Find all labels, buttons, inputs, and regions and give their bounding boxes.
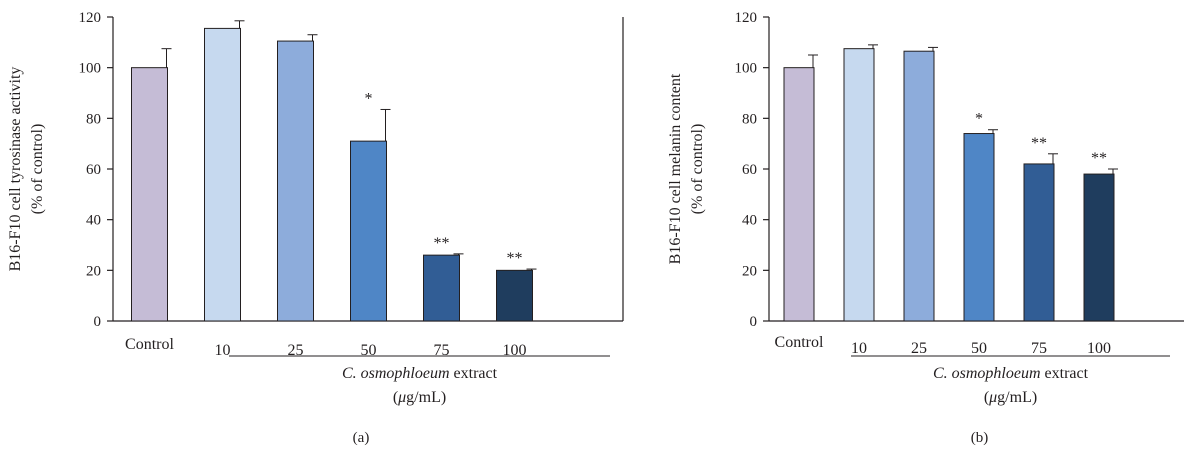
x-axis-unit-mu: μ xyxy=(988,389,997,406)
bar xyxy=(350,140,387,322)
y-tick-label: 60 xyxy=(86,162,101,178)
category-label: 50 xyxy=(971,340,987,357)
x-axis-label-rest: extract xyxy=(1041,365,1089,382)
x-axis-label-species: C. osmophloeum xyxy=(342,365,450,382)
x-axis-unit: (μg/mL) xyxy=(984,389,1037,406)
category-label: 75 xyxy=(1031,340,1047,357)
x-axis-label-rest: extract xyxy=(450,365,498,382)
x-axis-unit-rest: g/mL) xyxy=(997,389,1037,406)
chart-panel-b: 0 20 40 60 80 100 120 B16-F10 cell melanin cont… xyxy=(667,10,1184,446)
category-label: 25 xyxy=(288,342,304,359)
y-tick-label: 40 xyxy=(86,213,101,229)
y-axis-label: B16-F10 cell tyrosinase activity xyxy=(7,67,24,272)
y-tick-label: 80 xyxy=(742,111,757,127)
y-tick-label: 100 xyxy=(79,61,102,77)
y-axis-label-unit: (% of control) xyxy=(29,124,46,215)
x-axis-unit-open: ( xyxy=(393,389,398,406)
significance-mark: ** xyxy=(507,250,523,267)
bar xyxy=(423,254,460,322)
category-label: 100 xyxy=(1087,340,1111,357)
bar xyxy=(204,27,241,322)
category-label: 100 xyxy=(503,342,527,359)
category-label: Control xyxy=(125,336,174,353)
x-axis-unit-open: ( xyxy=(984,389,989,406)
bar xyxy=(1023,163,1055,322)
y-tick-label: 0 xyxy=(750,314,758,330)
significance-mark: ** xyxy=(1091,150,1107,167)
bar xyxy=(783,67,815,322)
y-tick-label: 100 xyxy=(735,61,758,77)
category-label: 50 xyxy=(361,342,377,359)
y-tick-label: 120 xyxy=(735,10,758,26)
bar xyxy=(1083,173,1115,322)
x-axis-label: C. osmophloeum extract xyxy=(933,365,1089,382)
bar xyxy=(843,48,875,322)
category-label: 10 xyxy=(215,342,231,359)
x-axis-label-species: C. osmophloeum xyxy=(933,365,1041,382)
y-tick-label: 0 xyxy=(94,314,102,330)
category-label: Control xyxy=(775,334,824,351)
category-label: 10 xyxy=(851,340,867,357)
category-label: 75 xyxy=(434,342,450,359)
panel-label: (a) xyxy=(353,430,370,446)
chart-panel-a: 0 20 40 60 80 100 120 B16-F10 cell tyrosinase a… xyxy=(7,10,624,446)
significance-mark: ** xyxy=(434,235,450,252)
x-axis-unit-rest: g/mL) xyxy=(406,389,446,406)
x-axis-label: C. osmophloeum extract xyxy=(342,365,498,382)
bar xyxy=(277,40,314,322)
y-tick-label: 20 xyxy=(742,263,757,279)
significance-mark: ** xyxy=(1031,135,1047,152)
y-tick-label: 40 xyxy=(742,213,757,229)
y-tick-label: 80 xyxy=(86,111,101,127)
y-tick-label: 20 xyxy=(86,263,101,279)
category-label: 25 xyxy=(911,340,927,357)
bar xyxy=(963,133,995,322)
x-axis-unit: (μg/mL) xyxy=(393,389,446,406)
significance-mark: * xyxy=(365,90,373,107)
panel-label: (b) xyxy=(971,430,989,446)
bar xyxy=(131,67,168,322)
y-axis-label-unit: (% of control) xyxy=(689,124,706,215)
y-tick-label: 120 xyxy=(79,10,102,26)
x-axis-unit-mu: μ xyxy=(397,389,406,406)
significance-mark: * xyxy=(975,111,983,128)
bar xyxy=(903,50,935,322)
bar xyxy=(496,269,533,322)
y-axis-label: B16-F10 cell melanin content xyxy=(667,73,684,264)
y-tick-label: 60 xyxy=(742,162,757,178)
